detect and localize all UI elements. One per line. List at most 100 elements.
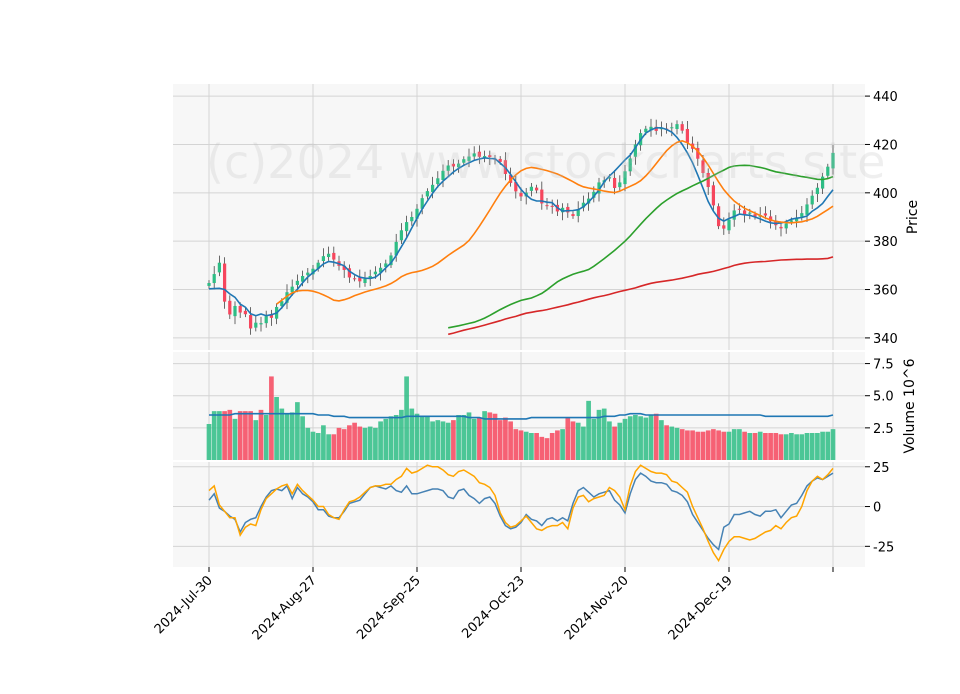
volume-bar (445, 422, 451, 460)
volume-bar (648, 415, 654, 460)
candle-body (321, 256, 326, 262)
volume-bar (357, 426, 363, 460)
candle-body (711, 185, 716, 206)
candle-body (295, 280, 300, 285)
oscillator-panel: -25 0 25 (173, 461, 894, 567)
candle-body (316, 262, 320, 269)
moving-average-line-20 (448, 164, 834, 329)
x-tick-label: 2024-Aug-27 (250, 573, 320, 643)
volume-bar (747, 433, 753, 460)
volume-bar (305, 427, 311, 460)
volume-bar (399, 409, 404, 460)
candle-body (352, 278, 357, 280)
volume-bar (274, 397, 279, 460)
candle-body (529, 186, 534, 191)
volume-bar (378, 421, 383, 460)
volume-bar (830, 429, 836, 460)
candle-body (696, 147, 700, 159)
candle-body (612, 177, 617, 188)
candle-body (326, 253, 331, 258)
candle-body (675, 124, 679, 129)
candle-body (233, 305, 237, 317)
volume-bar (768, 433, 773, 460)
volume-bar (487, 412, 493, 460)
volume-bar (560, 429, 565, 460)
candle-body (462, 159, 466, 163)
candle-body (300, 276, 305, 282)
volume-bar (237, 411, 243, 460)
candle-body (560, 207, 565, 213)
volume-bar (508, 421, 513, 460)
candle-body (508, 174, 513, 183)
candle-body (820, 176, 825, 189)
volume-bar (789, 433, 794, 460)
candle-body (732, 210, 736, 220)
candle-body (415, 208, 419, 219)
volume-bar (347, 425, 352, 460)
candle-body (685, 128, 690, 143)
price-tick-label: 380 (873, 235, 898, 250)
volume-bar (206, 424, 212, 460)
volume-bar (523, 431, 529, 460)
volume-bar (638, 416, 643, 460)
candle-body (456, 163, 461, 168)
volume-bar (518, 430, 524, 460)
candle-body (498, 158, 502, 162)
volume-bar (253, 420, 259, 460)
volume-axis-title: Volume 10^6 (902, 358, 918, 453)
candle-body (566, 206, 570, 213)
volume-bar (737, 429, 742, 460)
candle-body (404, 222, 409, 232)
price-panel: 340 360 380 400 420 440 Price (173, 84, 921, 350)
oscillator-line-a (208, 472, 834, 551)
volume-bar (581, 426, 586, 460)
price-tick-label: 400 (873, 187, 898, 202)
candle-body (784, 223, 788, 229)
volume-bar (549, 433, 555, 460)
candle-body (742, 210, 747, 215)
volume-bar (690, 430, 695, 460)
volume-bar (773, 433, 779, 460)
candle-body (826, 166, 830, 176)
candle-body (243, 310, 248, 315)
candle-body (753, 214, 757, 217)
candle-body (628, 158, 632, 172)
volume-bar (804, 433, 810, 460)
x-tick-label: 2024-Nov-20 (562, 573, 632, 643)
volume-bar (243, 411, 248, 460)
volume-bar (607, 421, 612, 460)
volume-bar (461, 415, 467, 460)
x-tick-label: 2024-Sep-25 (354, 573, 424, 643)
volume-bar (263, 415, 269, 460)
candle-body (737, 208, 742, 210)
volume-bar (757, 431, 763, 460)
candle-body (534, 187, 539, 191)
candle-body (649, 126, 653, 131)
volume-bar (575, 422, 581, 460)
candle-body (384, 263, 388, 267)
candle-body (644, 128, 648, 133)
oscillator-tick-label: 0 (873, 501, 881, 516)
volume-bar (440, 421, 446, 460)
volume-bar (742, 431, 747, 460)
candle-body (680, 124, 684, 131)
candle-body (389, 255, 393, 266)
price-tick-label: 440 (873, 90, 898, 105)
candle-body (347, 268, 352, 278)
oscillator-line-b (208, 464, 834, 563)
volume-bar (393, 415, 399, 460)
volume-bar (248, 411, 253, 460)
candle-body (238, 305, 242, 313)
candle-body (805, 204, 809, 215)
candle-body (467, 156, 471, 161)
candle-body (794, 217, 799, 222)
candle-body (514, 182, 518, 192)
candle-body (254, 322, 258, 328)
volume-bar (544, 438, 550, 460)
volume-average-line (209, 412, 834, 420)
candle-body (420, 198, 424, 209)
volume-bar (726, 431, 732, 460)
volume-bar (430, 421, 435, 460)
volume-panel: 2.5 5.0 7.5 Volume 10^6 (173, 352, 918, 460)
